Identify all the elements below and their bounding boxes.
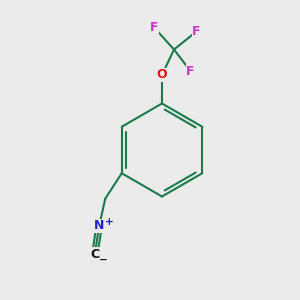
Text: F: F	[186, 64, 195, 78]
Text: +: +	[104, 217, 113, 227]
Text: F: F	[192, 25, 201, 38]
Text: F: F	[150, 21, 159, 34]
Text: −: −	[99, 255, 107, 265]
Text: O: O	[157, 68, 167, 82]
Text: N: N	[94, 219, 104, 232]
Text: C: C	[90, 248, 99, 261]
